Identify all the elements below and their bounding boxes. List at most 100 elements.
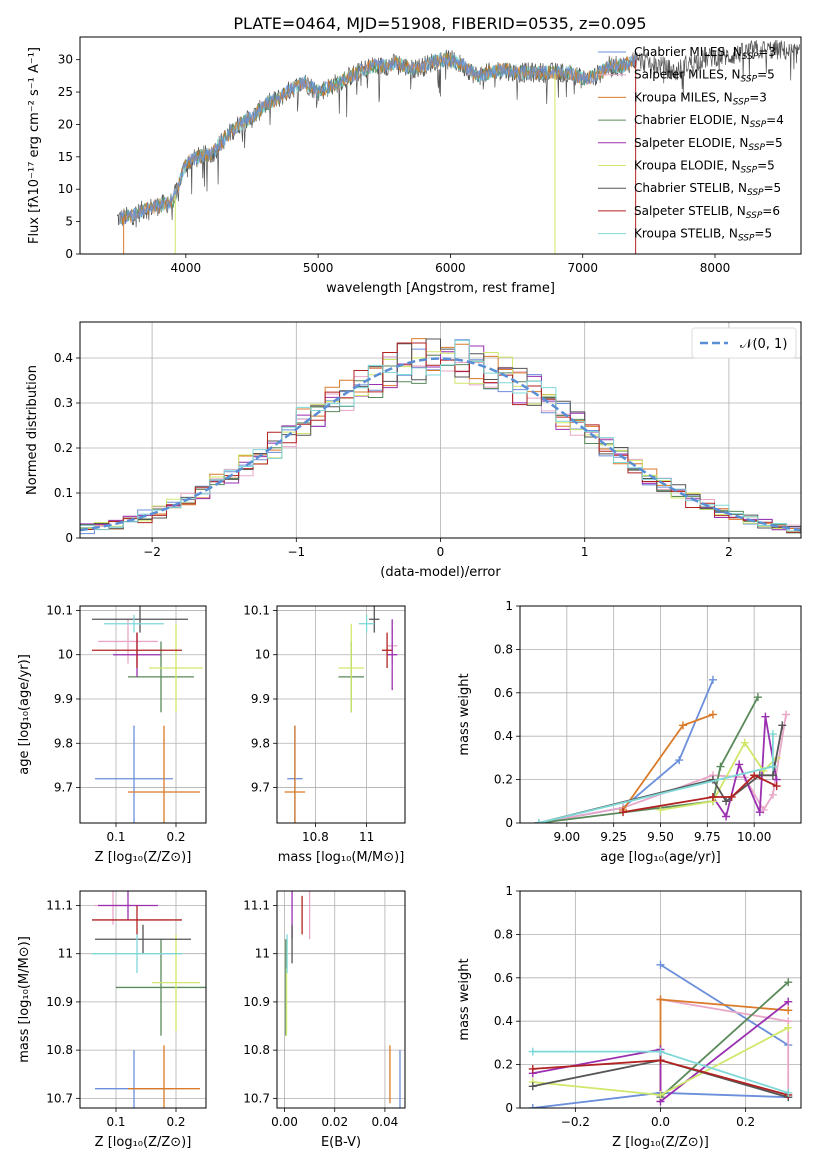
mass_weight_vs_Z-plot	[528, 960, 793, 1108]
series-marker	[784, 1006, 793, 1015]
legend-label: Chabrier STELIB, NSSP=5	[634, 181, 781, 198]
legend-suffix: =5	[764, 181, 782, 195]
y-tick-label: 30	[58, 53, 73, 67]
x-tick-label: 2	[725, 545, 733, 559]
residuals-legend: 𝒩(0, 1)	[691, 327, 797, 359]
spectrum-model-line	[119, 52, 637, 224]
spectrum-model-line	[119, 52, 637, 224]
x-axis-label: E(B-V)	[321, 1135, 361, 1150]
series-marker	[675, 756, 684, 765]
series-line	[538, 696, 759, 823]
y-tick-label: 9.9	[251, 692, 270, 706]
series-marker	[784, 997, 793, 1006]
legend-sub: SSP	[738, 234, 755, 244]
y-axis-label: mass weight	[457, 958, 472, 1040]
y-tick-label: 0	[65, 531, 73, 545]
normal-curve-line	[80, 357, 801, 532]
y-tick-label: 1	[505, 599, 513, 613]
y-tick-label: 11.1	[243, 898, 270, 912]
y-tick-label: 1	[505, 884, 513, 898]
y-tick-label: 10.7	[46, 1091, 73, 1105]
x-tick-label: 11	[359, 830, 374, 844]
x-tick-label: 10.00	[737, 830, 771, 844]
y-tick-label: 10.8	[46, 1043, 73, 1057]
y-tick-label: 10.7	[243, 1091, 270, 1105]
age_vs_Z-frame	[79, 605, 207, 824]
y-tick-label: 0.2	[54, 441, 73, 455]
series-marker	[768, 730, 777, 739]
x-tick-label: 9.25	[600, 830, 627, 844]
legend-label: Salpeter ELODIE, NSSP=5	[634, 136, 783, 153]
x-tick-label: 9.00	[553, 830, 580, 844]
series-marker	[784, 1088, 793, 1097]
series-marker	[750, 771, 759, 780]
y-tick-label: 10	[58, 182, 73, 196]
y-tick-label: 9.9	[54, 692, 73, 706]
x-tick-label: 0.2	[166, 830, 185, 844]
legend-label: 𝒩(0, 1)	[740, 337, 787, 352]
legend-label: Salpeter MILES, NSSP=5	[634, 68, 775, 85]
y-tick-label: 0	[65, 247, 73, 261]
series-marker	[778, 721, 787, 730]
legend-label: Kroupa STELIB, NSSP=5	[634, 227, 772, 244]
legend-label: Kroupa ELODIE, NSSP=5	[634, 159, 775, 176]
series-marker	[656, 1090, 665, 1099]
y-axis-label: mass [log₁₀(M/M⊙)]	[17, 936, 32, 1063]
series-marker	[534, 819, 543, 823]
x-axis-label: mass [log₁₀(M/M⊙)]	[278, 850, 405, 865]
y-axis-label: mass weight	[457, 673, 472, 755]
legend-suffix: =3	[749, 90, 767, 104]
legend-sub: SSP	[741, 75, 758, 85]
y-tick-label: 11	[255, 947, 270, 961]
legend-suffix: =4	[766, 113, 784, 127]
y-tick-label: 15	[58, 150, 73, 164]
legend-sub: SSP	[750, 120, 767, 130]
legend-suffix: =5	[757, 159, 775, 173]
series-marker	[722, 797, 731, 806]
x-tick-label: 0.1	[106, 830, 125, 844]
legend-suffix: =3	[758, 45, 776, 59]
y-tick-label: 10.8	[243, 1043, 270, 1057]
x-tick-label: 4000	[171, 261, 202, 275]
y-tick-label: 0.8	[494, 927, 513, 941]
y-tick-label: 0.4	[494, 729, 513, 743]
legend-label: Chabrier MILES, NSSP=3	[634, 45, 776, 62]
series-line	[538, 765, 774, 823]
y-tick-label: 10.9	[46, 995, 73, 1009]
series-marker	[656, 995, 665, 1004]
mass_vs_ebv-frame	[276, 890, 406, 1109]
series-marker	[753, 693, 762, 702]
mass_vs_ebv-plot	[285, 891, 401, 1108]
series-marker	[782, 710, 791, 719]
x-tick-label: 9.50	[647, 830, 674, 844]
legend-sub: SSP	[746, 211, 763, 221]
x-tick-label: 6000	[435, 261, 466, 275]
series-marker	[708, 675, 717, 684]
y-tick-label: 10.1	[243, 603, 270, 617]
series-line	[659, 981, 789, 1098]
spectrum-model-line	[119, 52, 637, 224]
x-axis-label: (data-model)/error	[380, 565, 501, 580]
x-tick-label: 0	[437, 545, 445, 559]
series-marker	[768, 790, 777, 799]
x-tick-label: 9.75	[694, 830, 721, 844]
y-tick-label: 0	[505, 816, 513, 830]
y-tick-label: 0.3	[54, 396, 73, 410]
series-marker	[755, 808, 764, 817]
y-tick-label: 0.6	[494, 686, 513, 700]
x-tick-label: 0.2	[736, 1115, 755, 1129]
series-marker	[619, 808, 628, 817]
y-tick-label: 9.8	[251, 736, 270, 750]
y-tick-label: 0.4	[494, 1014, 513, 1028]
y-tick-label: 9.7	[251, 781, 270, 795]
spectrum-model-line	[119, 53, 637, 225]
legend-label: Salpeter STELIB, NSSP=6	[634, 204, 780, 221]
series-marker	[528, 1082, 537, 1091]
x-tick-label: −0.2	[561, 1115, 590, 1129]
mass_weight_vs_Z-frame	[519, 890, 802, 1109]
legend-label: Chabrier ELODIE, NSSP=4	[634, 113, 784, 130]
y-tick-label: 0.1	[54, 486, 73, 500]
spectrum-legend: Chabrier MILES, NSSP=3 Salpeter MILES, NS…	[598, 45, 784, 244]
spectrum-axes: 4000 5000 6000 7000 8000 0 5 10 15 20 25 30 waveleng…	[27, 47, 730, 296]
